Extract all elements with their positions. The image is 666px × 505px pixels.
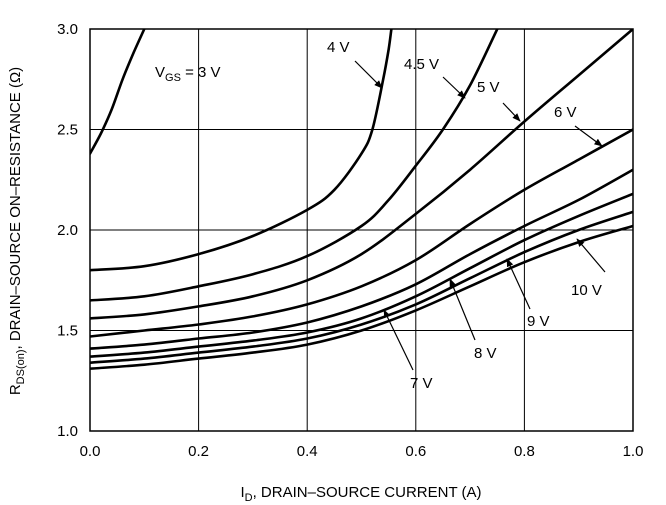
curve-label: 7 V — [410, 375, 433, 392]
curve-label: 6 V — [554, 104, 577, 121]
y-tick-label: 1.0 — [57, 423, 78, 440]
x-tick-label: 0.8 — [514, 443, 535, 460]
x-axis-label: ID, DRAIN–SOURCE CURRENT (A) — [240, 484, 481, 504]
label-arrow — [506, 258, 531, 310]
x-tick-label: 0.0 — [80, 443, 101, 460]
curve-label: 10 V — [571, 282, 602, 299]
label-arrow — [449, 278, 476, 341]
y-tick-label: 2.0 — [57, 222, 78, 239]
x-tick-label: 0.6 — [405, 443, 426, 460]
y-tick-label: 2.5 — [57, 122, 78, 139]
label-arrow — [574, 125, 603, 147]
y-tick-labels: 1.0 1.5 2.0 2.5 3.0 — [57, 21, 78, 440]
plot-frame — [89, 28, 634, 432]
curve-1 — [90, 29, 146, 155]
y-tick-label: 1.5 — [57, 323, 78, 340]
curve-8 — [90, 210, 633, 364]
label-arrows — [354, 60, 606, 371]
curve-label: VGS = 3 V — [155, 64, 221, 84]
grid-lines — [90, 29, 633, 431]
curve-label: 9 V — [527, 313, 550, 330]
label-arrow — [576, 238, 606, 273]
curve-9 — [90, 224, 633, 370]
x-tick-label: 0.4 — [297, 443, 318, 460]
label-arrow — [502, 102, 521, 122]
curve-3 — [90, 29, 499, 302]
curve-label: 4 V — [327, 39, 350, 56]
curve-2 — [90, 29, 393, 272]
curve-5 — [90, 128, 633, 338]
curve-label: 5 V — [477, 79, 500, 96]
x-tick-label: 0.2 — [188, 443, 209, 460]
curve-label: 4.5 V — [404, 56, 439, 73]
curve-labels: VGS = 3 V 4 V 4.5 V 5 V 6 V 7 V 8 V 9 V 10 V — [155, 39, 602, 392]
label-arrow — [354, 60, 383, 89]
y-axis-label: RDS(on), DRAIN–SOURCE ON–RESISTANCE (Ω) — [7, 67, 27, 395]
label-arrow — [442, 76, 466, 99]
label-arrow — [383, 309, 414, 371]
x-tick-labels: 0.0 0.2 0.4 0.6 0.8 1.0 — [80, 443, 644, 460]
curve-label: 8 V — [474, 345, 497, 362]
x-tick-label: 1.0 — [623, 443, 644, 460]
curve-6 — [90, 168, 633, 350]
curve-4 — [90, 29, 633, 320]
y-tick-label: 3.0 — [57, 21, 78, 38]
curve-7 — [90, 192, 633, 358]
curves — [90, 29, 633, 370]
